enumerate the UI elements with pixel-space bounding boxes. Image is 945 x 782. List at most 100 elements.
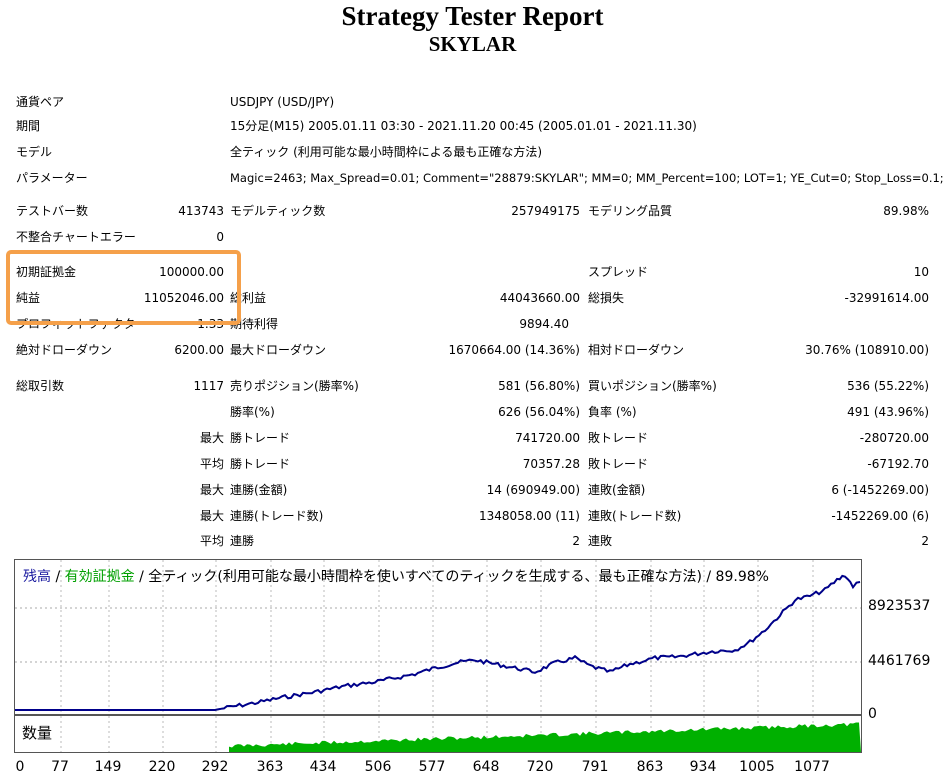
detail-prefix: 最大 [199, 483, 224, 497]
ticks-label: モデルティック数 [230, 204, 326, 218]
detail-left-value: 1348058.00 (11) [479, 509, 580, 523]
detail-left-label: 連勝(金額) [230, 483, 288, 497]
quality-value: 89.98% [883, 204, 929, 218]
deposit-value: 100000.00 [159, 265, 224, 279]
legend-balance: 残高 [23, 569, 51, 585]
x-tick-label: 934 [689, 759, 717, 775]
x-tick-label: 720 [526, 759, 554, 775]
detail-prefix: 平均 [199, 457, 224, 471]
volume-chart-svg [60, 716, 861, 752]
spread-value: 10 [913, 265, 929, 279]
detail-right-label: 連敗 [588, 534, 613, 548]
detail-right-value: -280720.00 [859, 431, 929, 445]
report-title: Strategy Tester Report [341, 1, 604, 31]
detail-right-value: -67192.70 [867, 457, 929, 471]
detail-left-value: 14 (690949.00) [486, 483, 580, 497]
x-tick-label: 577 [418, 759, 446, 775]
detail-right-label: 敗トレード [588, 457, 649, 471]
x-tick-label: 434 [309, 759, 337, 775]
detail-right-value: -1452269.00 (6) [831, 509, 929, 523]
balance-chart: 残高 / 有効証拠金 / 全ティック(利用可能な最小時間枠を使いすべてのティック… [14, 559, 862, 715]
legend-equity: 有効証拠金 [64, 569, 135, 585]
detail-left-value: 2 [572, 534, 580, 548]
info-label-period: 期間 [16, 119, 41, 133]
spread-label: スプレッド [588, 265, 649, 279]
info-value-period: 15分足(M15) 2005.01.11 03:30 - 2021.11.20 … [230, 119, 697, 133]
highlight-box [6, 250, 241, 325]
deposit-label: 初期証拠金 [16, 265, 77, 279]
balance-chart-svg [15, 560, 861, 714]
x-tick-label: 648 [472, 759, 500, 775]
net-profit-value: 11052046.00 [143, 291, 224, 305]
total-trades-label: 総取引数 [16, 379, 65, 393]
detail-prefix: 平均 [199, 534, 224, 548]
short-positions-label: 売りポジション(勝率%) [230, 379, 359, 393]
abs-drawdown-label: 絶対ドローダウン [16, 343, 113, 357]
detail-left-label: 連勝(トレード数) [230, 509, 324, 523]
mismatch-label: 不整合チャートエラー [16, 230, 136, 244]
y-tick-mid: 4461769 [868, 653, 931, 669]
long-positions-label: 買いポジション(勝率%) [588, 379, 717, 393]
x-tick-label: 506 [364, 759, 392, 775]
long-positions-value: 536 (55.22%) [847, 379, 929, 393]
loss-rate-label: 負率 (%) [588, 405, 637, 419]
detail-right-value: 6 (-1452269.00) [831, 483, 929, 497]
detail-prefix: 最大 [199, 509, 224, 523]
x-tick-label: 363 [256, 759, 284, 775]
x-tick-label: 791 [581, 759, 609, 775]
chart-legend: 残高 / 有効証拠金 / 全ティック(利用可能な最小時間枠を使いすべてのティック… [23, 566, 769, 586]
detail-left-value: 70357.28 [522, 457, 580, 471]
detail-right-label: 敗トレード [588, 431, 649, 445]
balance-line [15, 574, 861, 711]
win-rate-value: 626 (56.04%) [498, 405, 580, 419]
info-label-model: モデル [16, 145, 53, 159]
win-rate-label: 勝率(%) [230, 405, 275, 419]
info-value-model: 全ティック (利用可能な最小時間枠による最も正確な方法) [230, 145, 543, 159]
info-value-parameters: Magic=2463; Max_Spread=0.01; Comment="28… [230, 171, 944, 185]
detail-right-label: 連敗(金額) [588, 483, 646, 497]
detail-left-value: 741720.00 [515, 431, 580, 445]
mismatch-value: 0 [216, 230, 224, 244]
report-subtitle: SKYLAR [428, 32, 517, 56]
ticks-value: 257949175 [511, 204, 580, 218]
expected-payoff-value: 9894.40 [519, 317, 569, 331]
info-label-symbol: 通貨ペア [16, 95, 65, 109]
x-tick-label: 292 [201, 759, 229, 775]
detail-right-value: 2 [921, 534, 929, 548]
short-positions-value: 581 (56.80%) [498, 379, 580, 393]
rel-drawdown-value: 30.76% (108910.00) [805, 343, 929, 357]
detail-prefix: 最大 [199, 431, 224, 445]
x-tick-label: 863 [636, 759, 664, 775]
abs-drawdown-value: 6200.00 [174, 343, 224, 357]
total-trades-value: 1117 [193, 379, 224, 393]
detail-left-label: 勝トレード [230, 457, 291, 471]
legend-description: / 全ティック(利用可能な最小時間枠を使いすべてのティックを生成する、最も正確な… [134, 569, 769, 585]
x-tick-label: 0 [15, 759, 25, 775]
bars-value: 413743 [178, 204, 224, 218]
equity-line [15, 575, 861, 711]
loss-rate-value: 491 (43.96%) [847, 405, 929, 419]
volume-area [229, 722, 861, 752]
net-profit-label: 純益 [16, 291, 41, 305]
bars-label: テストバー数 [16, 204, 89, 218]
rel-drawdown-label: 相対ドローダウン [588, 343, 685, 357]
y-tick-high: 8923537 [868, 598, 931, 614]
gross-loss-value: -32991614.00 [844, 291, 930, 305]
gross-loss-label: 総損失 [588, 291, 625, 305]
info-label-parameters: パラメーター [16, 171, 88, 185]
detail-left-label: 連勝 [230, 534, 255, 548]
x-tick-label: 77 [51, 759, 69, 775]
volume-chart: 数量 [14, 715, 862, 753]
x-tick-label: 1005 [739, 759, 775, 775]
x-tick-label: 149 [94, 759, 122, 775]
max-drawdown-label: 最大ドローダウン [230, 343, 327, 357]
max-drawdown-value: 1670664.00 (14.36%) [448, 343, 580, 357]
legend-separator: / [51, 569, 65, 585]
info-value-symbol: USDJPY (USD/JPY) [230, 95, 335, 109]
x-tick-label: 1077 [794, 759, 830, 775]
x-tick-label: 220 [148, 759, 176, 775]
quality-label: モデリング品質 [588, 204, 673, 218]
detail-right-label: 連敗(トレード数) [588, 509, 682, 523]
detail-left-label: 勝トレード [230, 431, 291, 445]
gross-profit-value: 44043660.00 [499, 291, 580, 305]
